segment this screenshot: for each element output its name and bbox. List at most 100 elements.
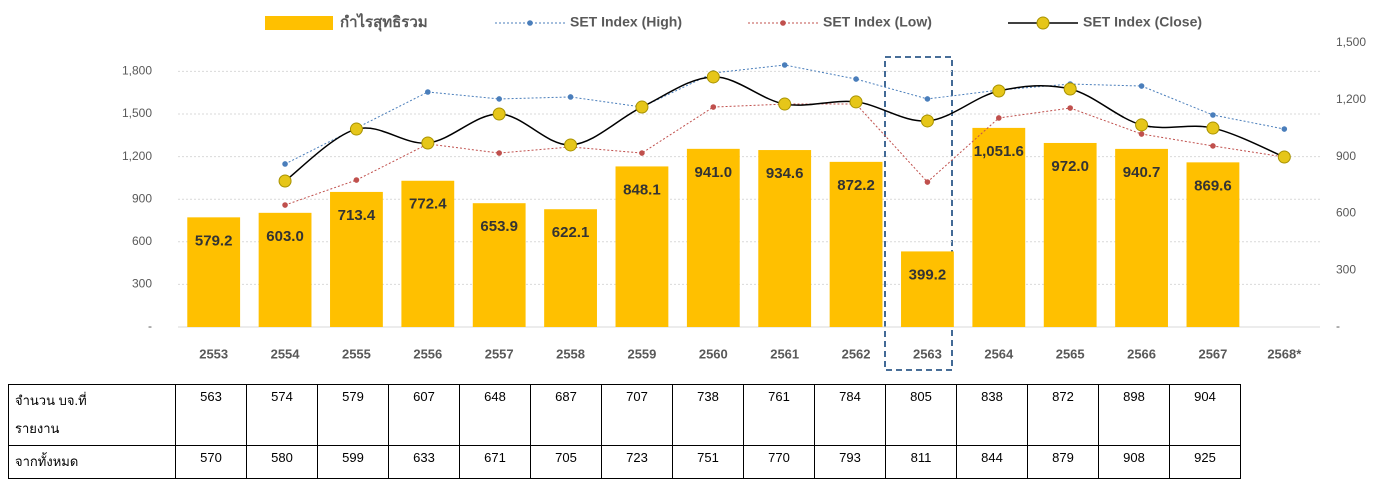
y2-tick-label: 1,500 (1336, 35, 1366, 49)
x-tick-label: 2562 (842, 346, 871, 361)
point (992, 84, 1006, 98)
table-cell: 574 (246, 384, 318, 446)
bar (401, 180, 455, 327)
table-cell: 872 (1027, 384, 1099, 446)
data-label: 713.4 (338, 207, 376, 224)
point (706, 70, 720, 84)
x-tick-label: 2564 (984, 346, 1014, 361)
highlight-box (884, 56, 953, 371)
point (421, 136, 435, 150)
y-tick-label: 300 (132, 277, 152, 291)
legend-label: กำไรสุทธิรวม (340, 12, 428, 32)
line (284, 76, 1285, 182)
legend-label: SET Index (Low) (823, 14, 932, 30)
row-label-cell: จำนวน บจ.ที่ รายงาน (8, 384, 176, 446)
x-tick-label: 2553 (199, 346, 228, 361)
point (1210, 112, 1216, 118)
table-cell: 844 (956, 445, 1028, 479)
point (778, 97, 792, 111)
legend-label: SET Index (High) (570, 14, 682, 30)
bar (615, 166, 669, 327)
point (496, 150, 502, 156)
legend-label: SET Index (Close) (1083, 14, 1202, 30)
bar (972, 127, 1026, 327)
table-cell: 805 (885, 384, 957, 446)
point (1138, 131, 1145, 137)
x-tick-label: 2554 (271, 346, 301, 361)
chart: - 300 600 900 1,200 1,500 1,800 - 300 600 900 1,200… (122, 12, 1366, 371)
point (1206, 121, 1220, 135)
y-tick-label: 1,800 (122, 64, 152, 78)
bar (1186, 162, 1240, 327)
data-label: 869.6 (1194, 177, 1232, 194)
bar (472, 203, 526, 327)
bar (330, 191, 383, 327)
point (1277, 150, 1291, 164)
table-cell: 563 (175, 384, 247, 446)
point (567, 94, 574, 100)
point (639, 150, 645, 156)
y-tick-label: - (148, 319, 152, 333)
table-cell: 770 (743, 445, 815, 479)
table-cell: 705 (530, 445, 602, 479)
bar (1043, 142, 1097, 327)
bar (1115, 148, 1168, 327)
x-tick-label: 2559 (627, 346, 656, 361)
table-cell: 599 (317, 445, 389, 479)
y-tick-label: 1,200 (122, 149, 152, 163)
point (1210, 143, 1216, 149)
x-tick-label: 2563 (913, 346, 942, 361)
data-label: 772.4 (409, 196, 447, 213)
bar (258, 212, 312, 327)
x-tick-label: 2568* (1267, 346, 1302, 361)
data-label: 653.9 (480, 218, 518, 235)
y-tick-label: 600 (132, 234, 152, 248)
bar (187, 217, 241, 327)
point (496, 96, 502, 102)
data-label: 603.0 (266, 228, 304, 245)
row-label: จากทั้งหมด (15, 454, 79, 469)
point (1135, 118, 1149, 132)
point (278, 174, 292, 188)
y-tick-label: 1,500 (122, 106, 152, 120)
table-cell: 838 (956, 384, 1028, 446)
data-label: 848.1 (623, 181, 661, 198)
data-table: จำนวน บจ.ที่ รายงาน 563 574 579 607 648 687 707… (8, 384, 1241, 479)
point (282, 202, 288, 208)
point (853, 76, 859, 82)
y-tick-label: 900 (132, 191, 152, 205)
legend-marker (780, 20, 786, 26)
legend-marker (1036, 16, 1050, 30)
table-cell: 580 (246, 445, 318, 479)
data-label: 972.0 (1051, 158, 1089, 175)
data-label: 872.2 (837, 177, 875, 194)
table-cell: 793 (814, 445, 886, 479)
point (849, 95, 863, 109)
table-cell: 908 (1098, 445, 1170, 479)
table-cell: 723 (601, 445, 673, 479)
point (924, 96, 931, 102)
x-tick-label: 2565 (1056, 346, 1085, 361)
x-tick-label: 2561 (770, 346, 799, 361)
bar (686, 148, 740, 327)
data-label: 940.7 (1123, 164, 1161, 181)
y2-tick-label: 300 (1336, 262, 1356, 276)
table-cell: 648 (459, 384, 531, 446)
y2-tick-label: - (1336, 319, 1340, 333)
table-cell: 707 (601, 384, 673, 446)
point (349, 122, 363, 136)
point (1138, 83, 1145, 89)
point (1067, 105, 1073, 111)
bar (901, 251, 954, 327)
x-tick-label: 2558 (556, 346, 585, 361)
x-tick-label: 2556 (413, 346, 442, 361)
table-cell: 607 (388, 384, 460, 446)
table-cell: 738 (672, 384, 744, 446)
y2-tick-label: 600 (1336, 206, 1356, 220)
x-tick-label: 2566 (1127, 346, 1156, 361)
point (1063, 82, 1077, 96)
legend-swatch (265, 16, 333, 30)
table-row: จากทั้งหมด 570 580 599 633 671 705 723 751 770 793… (8, 445, 1241, 479)
x-tick-label: 2555 (342, 346, 371, 361)
